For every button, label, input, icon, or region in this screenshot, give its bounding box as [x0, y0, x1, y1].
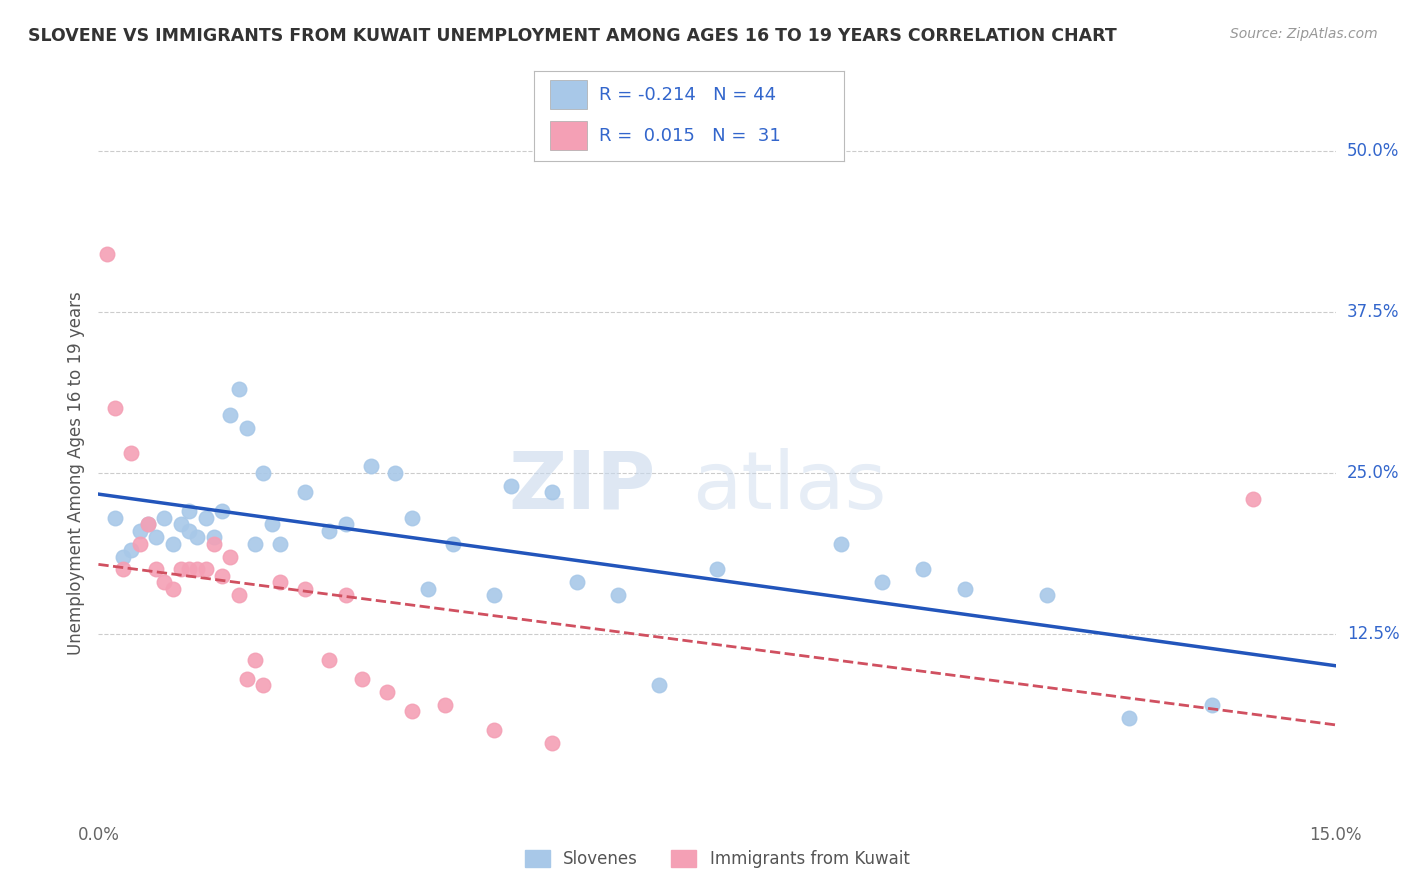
Point [1036, 588, 1059, 602]
Point [243, 652, 266, 666]
Point [236, 672, 259, 686]
Point [252, 466, 274, 480]
Point [565, 575, 588, 590]
Point [120, 543, 142, 558]
Text: R =  0.015   N =  31: R = 0.015 N = 31 [599, 127, 780, 145]
Point [375, 685, 398, 699]
Point [484, 588, 506, 602]
Point [202, 536, 225, 550]
Point [318, 524, 340, 538]
Point [269, 575, 291, 590]
Point [912, 562, 935, 576]
Point [441, 536, 464, 550]
Legend: Slovenes, Immigrants from Kuwait: Slovenes, Immigrants from Kuwait [517, 844, 917, 875]
Point [228, 588, 250, 602]
Point [112, 562, 135, 576]
Point [706, 562, 728, 576]
Text: R = -0.214   N = 44: R = -0.214 N = 44 [599, 86, 776, 103]
Point [252, 678, 274, 692]
Point [170, 562, 193, 576]
Point [153, 575, 176, 590]
Point [1118, 710, 1140, 724]
Point [607, 588, 630, 602]
Point [179, 562, 201, 576]
Point [294, 582, 316, 596]
Point [269, 536, 291, 550]
Point [153, 511, 176, 525]
Y-axis label: Unemployment Among Ages 16 to 19 years: Unemployment Among Ages 16 to 19 years [66, 291, 84, 655]
Point [318, 652, 340, 666]
Point [145, 530, 167, 544]
Point [219, 549, 242, 564]
Point [145, 562, 167, 576]
Point [112, 549, 135, 564]
Text: 37.5%: 37.5% [1347, 302, 1399, 321]
Point [352, 672, 374, 686]
Point [260, 517, 283, 532]
Point [1201, 698, 1223, 712]
Point [162, 582, 184, 596]
Point [211, 504, 233, 518]
Point [202, 530, 225, 544]
Point [128, 536, 150, 550]
Bar [550, 80, 586, 109]
Point [499, 478, 522, 492]
Point [162, 536, 184, 550]
Point [243, 536, 266, 550]
Point [96, 246, 118, 260]
Point [1241, 491, 1264, 506]
Point [186, 562, 208, 576]
Point [136, 517, 159, 532]
Point [294, 485, 316, 500]
Point [484, 723, 506, 738]
Point [953, 582, 976, 596]
Point [870, 575, 893, 590]
Point [236, 420, 259, 434]
Point [194, 511, 217, 525]
Bar [550, 121, 586, 150]
Point [384, 466, 406, 480]
Point [136, 517, 159, 532]
Point [335, 588, 357, 602]
Point [179, 504, 201, 518]
Point [360, 459, 382, 474]
Text: atlas: atlas [692, 448, 887, 525]
Point [186, 530, 208, 544]
Point [433, 698, 456, 712]
Text: 12.5%: 12.5% [1347, 624, 1399, 643]
Point [194, 562, 217, 576]
Point [120, 446, 142, 460]
Text: 50.0%: 50.0% [1347, 142, 1399, 160]
Point [104, 401, 127, 416]
Point [648, 678, 671, 692]
Point [401, 511, 423, 525]
Text: 25.0%: 25.0% [1347, 464, 1399, 482]
Point [830, 536, 852, 550]
Point [541, 485, 564, 500]
Point [128, 524, 150, 538]
Point [335, 517, 357, 532]
Text: Source: ZipAtlas.com: Source: ZipAtlas.com [1230, 27, 1378, 41]
Point [228, 382, 250, 396]
Point [104, 511, 127, 525]
Text: SLOVENE VS IMMIGRANTS FROM KUWAIT UNEMPLOYMENT AMONG AGES 16 TO 19 YEARS CORRELA: SLOVENE VS IMMIGRANTS FROM KUWAIT UNEMPL… [28, 27, 1116, 45]
Point [179, 524, 201, 538]
Point [219, 408, 242, 422]
Point [170, 517, 193, 532]
Point [418, 582, 440, 596]
Point [211, 569, 233, 583]
Point [401, 704, 423, 718]
Point [541, 736, 564, 750]
Text: ZIP: ZIP [508, 448, 655, 525]
